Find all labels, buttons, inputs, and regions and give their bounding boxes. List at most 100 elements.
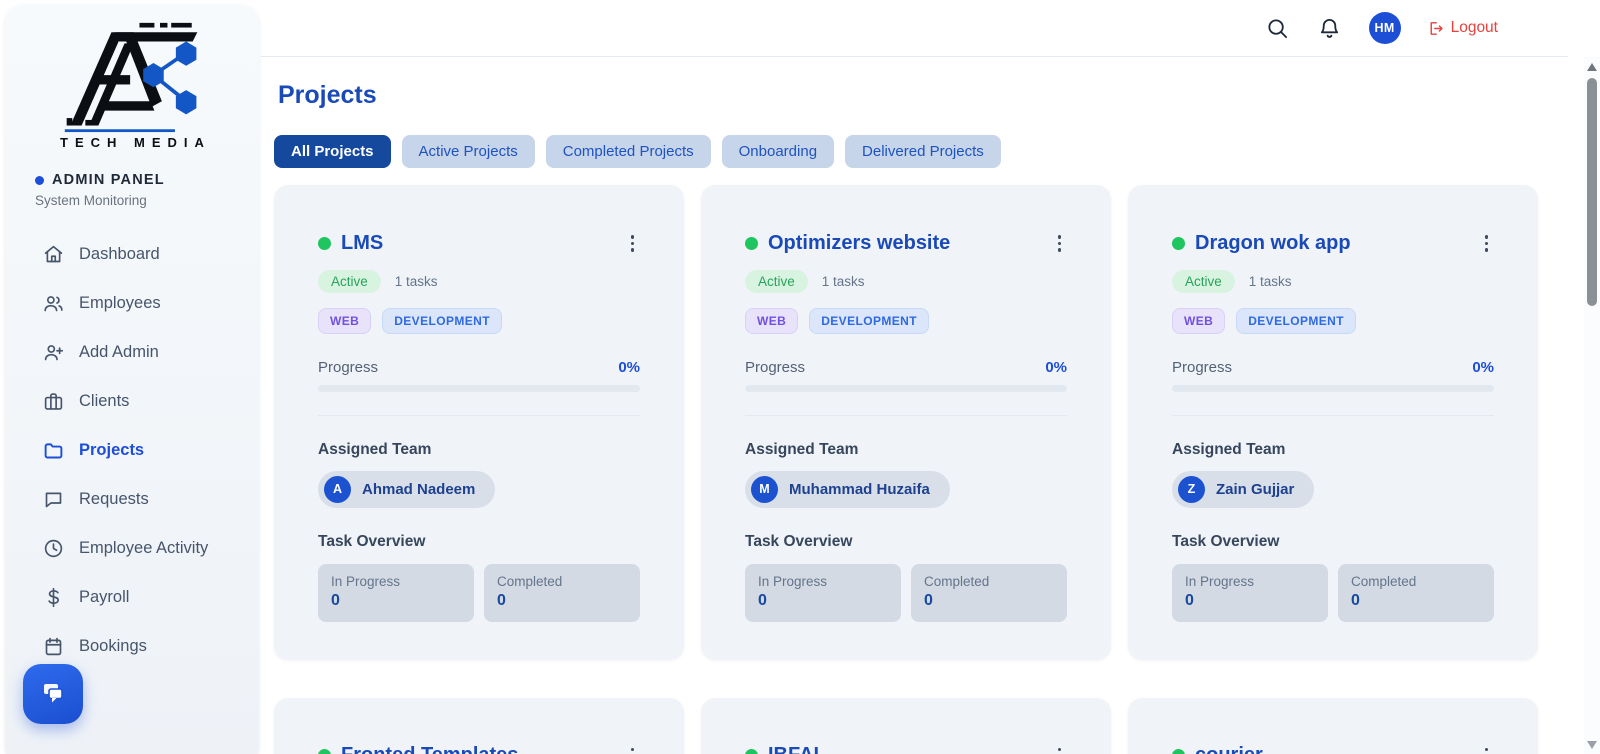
overview-label: Task Overview xyxy=(745,532,853,550)
sidebar-item-label: Projects xyxy=(79,441,145,459)
project-card: Optimizers website Active 1 tasks WEB DE… xyxy=(701,185,1111,660)
stat-label: Completed xyxy=(924,573,990,589)
tasks-count: 1 tasks xyxy=(1248,273,1292,289)
sidebar-item-label: Payroll xyxy=(79,588,130,606)
notifications-button[interactable] xyxy=(1317,15,1343,41)
project-title: courier xyxy=(1195,744,1479,754)
kebab-menu-button[interactable] xyxy=(625,231,641,256)
brand-dot-icon xyxy=(35,175,44,185)
stat-label: Completed xyxy=(497,573,563,589)
sidebar-item-projects[interactable]: Projects xyxy=(5,426,259,475)
user-avatar[interactable]: HM xyxy=(1368,12,1401,44)
tag-badge-web: WEB xyxy=(318,307,372,334)
project-title: IBFAL xyxy=(768,744,1052,754)
project-title: Dragon wok app xyxy=(1195,231,1351,254)
folder-icon xyxy=(44,443,63,459)
project-title: Optimizers website xyxy=(768,231,951,254)
stat-value: 0 xyxy=(924,591,933,609)
stat-box-completed: Completed 0 xyxy=(1338,563,1494,622)
projects-grid: LMS Active 1 tasks WEB DEVELOPMENT Progr… xyxy=(274,185,1538,754)
member-avatar: M xyxy=(751,475,778,503)
filter-active-projects[interactable]: Active Projects xyxy=(401,135,535,168)
status-badge: Active xyxy=(745,269,808,293)
search-icon xyxy=(1268,18,1288,38)
team-member-chip[interactable]: M Muhammad Huzaifa xyxy=(745,470,950,508)
stat-box-in-progress: In Progress 0 xyxy=(1172,563,1328,622)
scrollbar-thumb[interactable] xyxy=(1587,78,1597,306)
stat-label: Completed xyxy=(1351,573,1417,589)
scrollbar-up-arrow[interactable] xyxy=(1587,63,1597,71)
kebab-menu-button[interactable] xyxy=(1052,744,1068,754)
stat-value: 0 xyxy=(758,591,767,609)
logo-icon xyxy=(64,22,198,133)
company-logo: TECH MEDIA xyxy=(5,5,259,150)
tag-badge-web: WEB xyxy=(1172,307,1226,334)
chat-bubbles-icon xyxy=(44,684,63,703)
filter-all-projects[interactable]: All Projects xyxy=(274,135,391,168)
team-label: Assigned Team xyxy=(1172,440,1286,458)
team-member-chip[interactable]: Z Zain Gujjar xyxy=(1172,470,1315,508)
filter-onboarding[interactable]: Onboarding xyxy=(721,135,835,168)
project-title: LMS xyxy=(341,231,384,254)
stat-value: 0 xyxy=(1185,591,1194,609)
calendar-icon xyxy=(45,637,62,656)
search-button[interactable] xyxy=(1265,15,1291,41)
member-avatar: Z xyxy=(1178,475,1205,503)
kebab-menu-button[interactable] xyxy=(625,744,641,754)
sidebar-item-employee-activity[interactable]: Employee Activity xyxy=(5,524,259,573)
tag-badge-development: DEVELOPMENT xyxy=(382,307,502,334)
filter-completed-projects[interactable]: Completed Projects xyxy=(545,135,711,168)
user-plus-icon xyxy=(44,345,64,361)
filter-delivered-projects[interactable]: Delivered Projects xyxy=(845,135,1001,168)
status-dot-icon xyxy=(745,236,758,250)
stat-value: 0 xyxy=(1351,591,1360,609)
logout-icon xyxy=(1430,21,1443,35)
member-avatar: A xyxy=(324,475,351,503)
kebab-menu-button[interactable] xyxy=(1052,231,1068,256)
tasks-count: 1 tasks xyxy=(394,273,438,289)
divider xyxy=(745,414,1067,416)
topbar: HM Logout xyxy=(261,0,1568,57)
brand-block: ADMIN PANEL System Monitoring xyxy=(5,150,259,208)
stat-label: In Progress xyxy=(758,573,828,589)
sidebar-item-label: Add Admin xyxy=(79,343,159,361)
scrollbar xyxy=(1584,57,1600,754)
progress-value: 0% xyxy=(618,358,640,376)
sidebar: TECH MEDIA ADMIN PANEL System Monitoring… xyxy=(5,5,259,754)
progress-label: Progress xyxy=(745,358,806,376)
project-card: LMS Active 1 tasks WEB DEVELOPMENT Progr… xyxy=(274,185,684,660)
kebab-menu-button[interactable] xyxy=(1479,231,1495,256)
tag-badge-web: WEB xyxy=(745,307,799,334)
status-dot-icon xyxy=(1172,236,1185,250)
team-label: Assigned Team xyxy=(318,440,432,458)
main-content: Projects All Projects Active Projects Co… xyxy=(261,57,1584,754)
home-icon xyxy=(44,245,63,263)
sidebar-item-dashboard[interactable]: Dashboard xyxy=(5,230,259,279)
chat-fab-button[interactable] xyxy=(23,664,83,724)
kebab-menu-button[interactable] xyxy=(1479,744,1495,754)
stat-box-completed: Completed 0 xyxy=(911,563,1067,622)
status-dot-icon xyxy=(745,749,758,754)
status-dot-icon xyxy=(318,749,331,754)
sidebar-item-label: Requests xyxy=(79,490,149,508)
page-title: Projects xyxy=(278,81,377,109)
users-icon xyxy=(44,296,63,312)
sidebar-item-payroll[interactable]: Payroll xyxy=(5,573,259,622)
divider xyxy=(318,414,640,416)
panel-title: ADMIN PANEL xyxy=(52,172,165,188)
progress-bar xyxy=(1172,384,1494,392)
scrollbar-down-arrow[interactable] xyxy=(1587,741,1597,749)
sidebar-item-bookings[interactable]: Bookings xyxy=(5,622,259,671)
logout-button[interactable]: Logout xyxy=(1427,19,1498,37)
sidebar-item-employees[interactable]: Employees xyxy=(5,279,259,328)
sidebar-item-clients[interactable]: Clients xyxy=(5,377,259,426)
tag-badge-development: DEVELOPMENT xyxy=(809,307,929,334)
stat-box-in-progress: In Progress 0 xyxy=(745,563,901,622)
member-name: Muhammad Huzaifa xyxy=(789,480,930,498)
overview-label: Task Overview xyxy=(318,532,426,550)
stat-value: 0 xyxy=(331,591,340,609)
stat-label: In Progress xyxy=(1185,573,1255,589)
team-member-chip[interactable]: A Ahmad Nadeem xyxy=(318,470,496,508)
sidebar-item-add-admin[interactable]: Add Admin xyxy=(5,328,259,377)
sidebar-item-requests[interactable]: Requests xyxy=(5,475,259,524)
